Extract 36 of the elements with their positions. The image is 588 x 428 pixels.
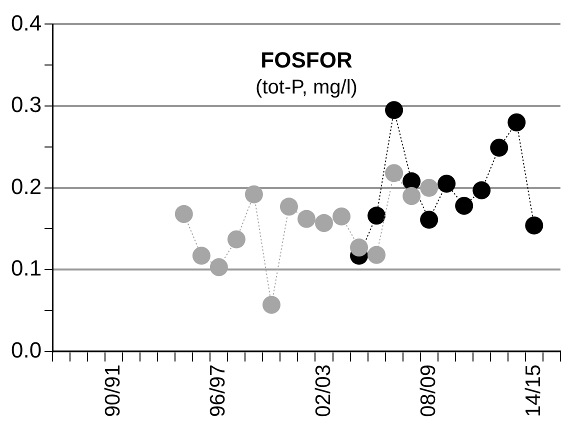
point [455,196,474,215]
x-tick-label: 90/91 [102,364,125,418]
point [402,187,421,206]
point [420,210,438,229]
point [174,205,193,224]
point [438,174,456,193]
x-tick-label: 08/09 [416,364,440,418]
point [508,113,526,132]
y-tick-label: 0.0 [10,338,42,363]
x-tick-label: 14/15 [522,364,545,418]
point [192,246,210,265]
point [385,101,404,120]
point [368,206,386,225]
point [280,198,298,216]
point [490,138,508,157]
point [227,230,246,248]
point [244,185,263,204]
point [332,207,351,226]
x-tick-label: 02/03 [312,364,335,418]
y-tick-label: 0.4 [10,10,42,36]
point [420,178,438,197]
y-tick-label: 0.2 [10,174,42,199]
point [525,216,544,234]
point [472,181,491,200]
point [315,214,334,232]
text: FOSFOR [260,47,352,72]
text: (tot-P, mg/l) [256,76,358,99]
point [385,164,404,182]
point [262,296,280,314]
point [368,246,386,264]
point [297,210,316,228]
point [210,258,228,276]
point [350,238,368,257]
y-tick-label: 0.3 [10,92,42,118]
y-tick-label: 0.1 [10,256,42,281]
x-tick-label: 96/97 [206,364,230,418]
